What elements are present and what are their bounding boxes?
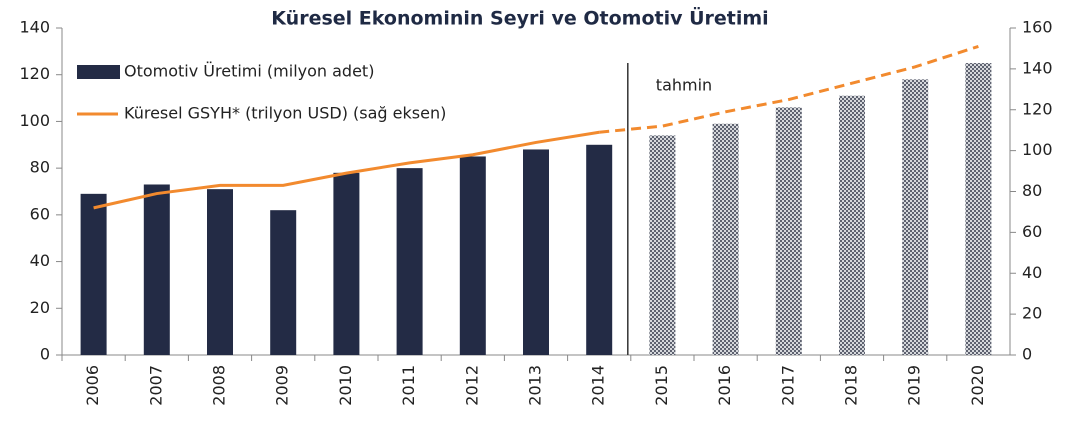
bar xyxy=(207,189,233,355)
legend: Otomotiv Üretimi (milyon adet) Küresel GS… xyxy=(77,62,446,123)
y2-tick-label: 120 xyxy=(1022,99,1053,118)
bar xyxy=(649,135,676,355)
y-tick-label: 120 xyxy=(19,64,50,83)
legend-label: Küresel GSYH* (trilyon USD) (sağ eksen) xyxy=(124,104,446,123)
bar xyxy=(586,144,613,355)
chart-title: Küresel Ekonominin Seyri ve Otomotiv Üre… xyxy=(271,6,768,30)
bar xyxy=(333,172,360,355)
y2-tick-label: 160 xyxy=(1022,18,1053,37)
x-tick-label: 2016 xyxy=(715,365,734,406)
bar xyxy=(523,149,549,355)
y2-tick-label: 100 xyxy=(1022,140,1053,159)
annotation: tahmin xyxy=(656,76,712,95)
y-tick-label: 100 xyxy=(19,111,50,130)
line-forecast xyxy=(599,44,979,134)
x-tick-label: 2019 xyxy=(905,365,924,406)
x-tick-label: 2013 xyxy=(526,365,545,406)
x-tick-label: 2011 xyxy=(399,365,418,406)
line xyxy=(93,130,600,210)
y2-tick-label: 0 xyxy=(1022,345,1032,364)
y-tick-label: 140 xyxy=(19,18,50,37)
x-tick-label: 2010 xyxy=(336,365,355,406)
bar xyxy=(965,63,992,356)
x-tick-label: 2017 xyxy=(778,365,797,406)
bar xyxy=(775,107,802,356)
y2-tick-label: 60 xyxy=(1022,222,1042,241)
y-tick-label: 60 xyxy=(30,204,50,223)
y2-tick-label: 40 xyxy=(1022,263,1042,282)
x-tick-label: 2006 xyxy=(83,365,102,406)
bar xyxy=(902,79,929,355)
x-tick-label: 2014 xyxy=(589,365,608,406)
x-tick-label: 2018 xyxy=(842,365,861,406)
y2-tick-label: 140 xyxy=(1022,58,1053,77)
x-tick-label: 2007 xyxy=(146,365,165,406)
bar xyxy=(143,184,170,355)
legend-label: Otomotiv Üretimi (milyon adet) xyxy=(124,62,374,81)
x-tick-label: 2015 xyxy=(652,365,671,406)
x-tick-label: 2020 xyxy=(968,365,987,406)
y2-tick-label: 80 xyxy=(1022,181,1042,200)
bar xyxy=(270,210,297,355)
y-tick-label: 80 xyxy=(30,158,50,177)
x-tick-label: 2008 xyxy=(210,365,229,406)
x-tick-label: 2009 xyxy=(273,365,292,406)
y-tick-label: 0 xyxy=(40,345,50,364)
bar xyxy=(80,193,107,355)
bar xyxy=(712,123,739,355)
y-tick-label: 20 xyxy=(30,298,50,317)
bar xyxy=(396,168,423,355)
bar xyxy=(839,95,865,355)
bar xyxy=(459,156,486,355)
x-tick-label: 2012 xyxy=(462,365,481,406)
y-tick-label: 40 xyxy=(30,251,50,270)
y2-tick-label: 20 xyxy=(1022,304,1042,323)
legend-swatch xyxy=(77,65,120,79)
